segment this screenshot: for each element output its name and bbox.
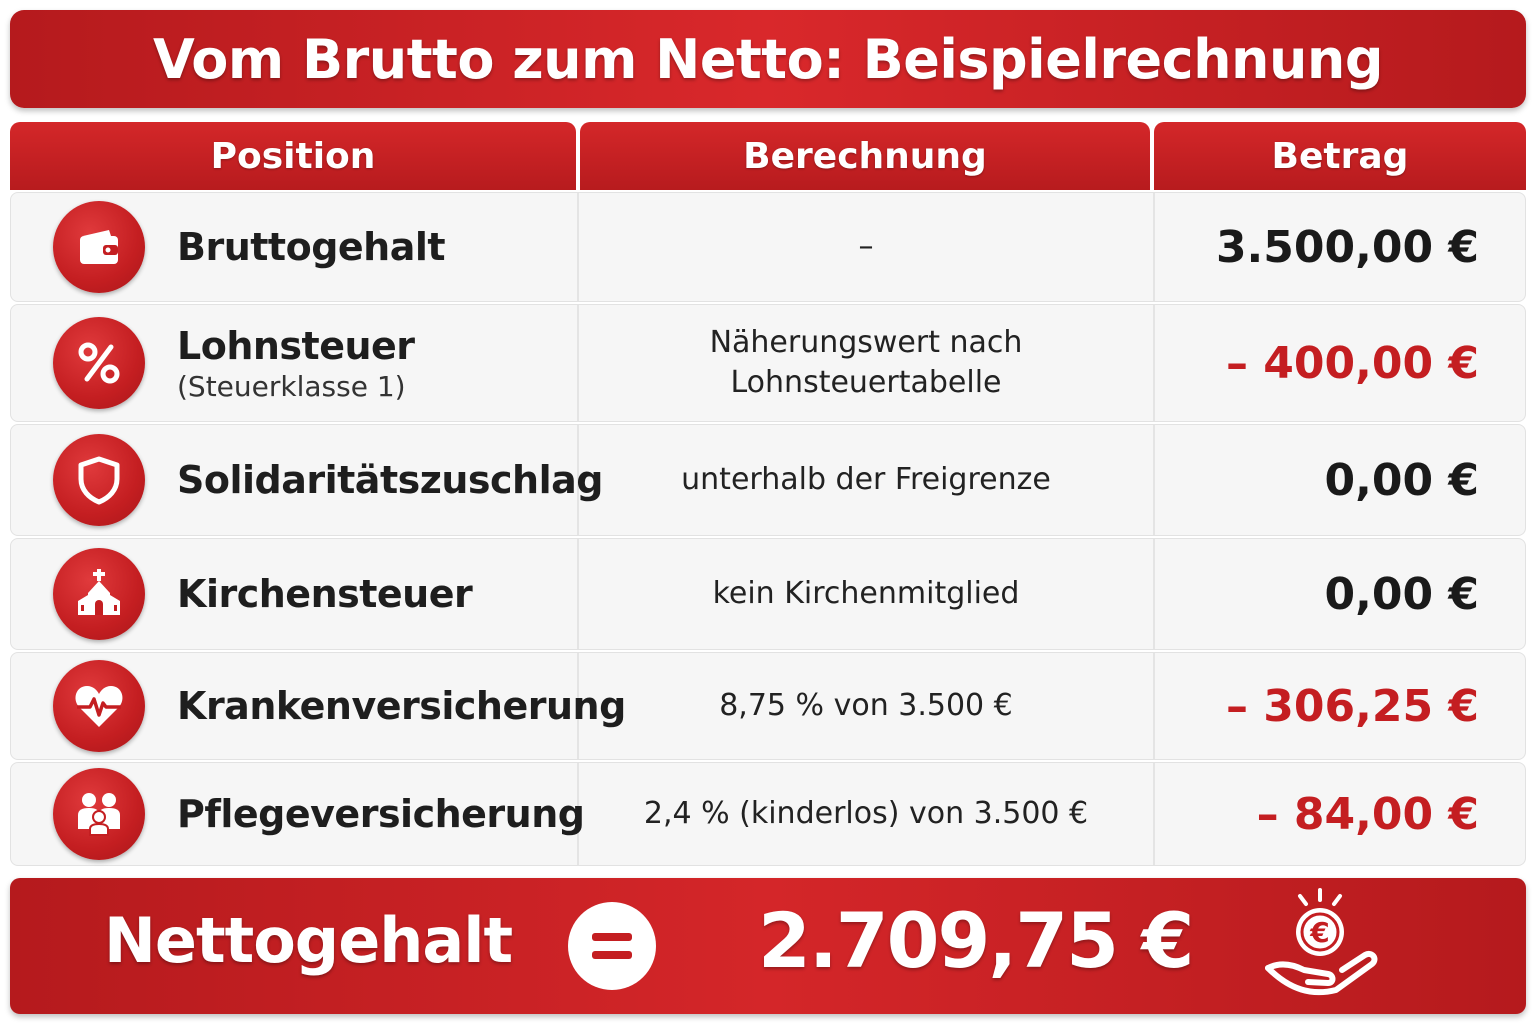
- position-cell: Lohnsteuer (Steuerklasse 1): [11, 305, 579, 421]
- position-cell: Solidaritätszuschlag: [11, 425, 603, 535]
- position-label: Bruttogehalt: [177, 225, 446, 269]
- amount-value: 0,00 €: [1324, 454, 1480, 506]
- calculation-text: Näherungswert nach Lohnsteuertabelle: [709, 324, 1023, 401]
- calculation-cell: 8,75 % von 3.500 €: [579, 653, 1155, 759]
- calculation-text: –: [858, 228, 874, 264]
- table-header: Position Berechnung Betrag: [10, 122, 1526, 190]
- equals-icon: [568, 902, 656, 990]
- church-icon: [53, 548, 145, 640]
- table-row-kirchensteuer: Kirchensteuer kein Kirchenmitglied 0,00 …: [10, 538, 1526, 650]
- calculation-text: 8,75 % von 3.500 €: [719, 687, 1013, 723]
- family-icon: [53, 768, 145, 860]
- heart-pulse-icon: [53, 660, 145, 752]
- table-row-lohnsteuer: Lohnsteuer (Steuerklasse 1) Näherungswer…: [10, 304, 1526, 422]
- net-salary-label: Nettogehalt: [104, 904, 513, 977]
- position-label: Solidaritätszuschlag: [177, 458, 603, 502]
- calculation-cell: kein Kirchenmitglied: [579, 539, 1155, 649]
- position-sublabel: (Steuerklasse 1): [177, 369, 406, 403]
- position-label: Lohnsteuer: [177, 323, 415, 368]
- amount-value: 3.500,00 €: [1215, 221, 1479, 273]
- position-label: Krankenversicherung: [177, 684, 626, 728]
- column-header-calculation: Berechnung: [580, 122, 1150, 190]
- calculation-table: Position Berechnung Betrag Bruttogehalt …: [10, 122, 1526, 866]
- title-banner: Vom Brutto zum Netto: Beispielrechnung: [10, 10, 1526, 108]
- column-header-amount: Betrag: [1154, 122, 1526, 190]
- amount-cell: 0,00 €: [1155, 539, 1525, 649]
- table-row-bruttogehalt: Bruttogehalt – 3.500,00 €: [10, 192, 1526, 302]
- column-header-position: Position: [10, 122, 576, 190]
- position-label: Kirchensteuer: [177, 572, 473, 616]
- position-label: Pflegeversicherung: [177, 792, 585, 836]
- page-title: Vom Brutto zum Netto: Beispielrechnung: [152, 27, 1384, 91]
- calculation-text: kein Kirchenmitglied: [712, 575, 1020, 611]
- svg-text:€: €: [1309, 916, 1329, 949]
- amount-value: – 400,00 €: [1225, 337, 1479, 389]
- table-row-krankenversicherung: Krankenversicherung 8,75 % von 3.500 € –…: [10, 652, 1526, 760]
- calculation-cell: 2,4 % (kinderlos) von 3.500 €: [579, 763, 1155, 865]
- net-salary-value: 2.709,75 €: [758, 896, 1194, 985]
- position-cell: Pflegeversicherung: [11, 763, 585, 865]
- percent-icon: [53, 317, 145, 409]
- shield-icon: [53, 434, 145, 526]
- amount-cell: – 400,00 €: [1155, 305, 1525, 421]
- calculation-text: 2,4 % (kinderlos) von 3.500 €: [643, 795, 1089, 831]
- position-cell: Bruttogehalt: [11, 193, 579, 301]
- amount-cell: 3.500,00 €: [1155, 193, 1525, 301]
- euro-coin-hand-icon: €: [1250, 886, 1390, 1010]
- position-cell: Krankenversicherung: [11, 653, 626, 759]
- calculation-cell: Näherungswert nach Lohnsteuertabelle: [579, 305, 1155, 421]
- table-row-solidaritaetszuschlag: Solidaritätszuschlag unterhalb der Freig…: [10, 424, 1526, 536]
- amount-cell: – 84,00 €: [1155, 763, 1525, 865]
- amount-value: 0,00 €: [1324, 568, 1480, 620]
- calculation-cell: unterhalb der Freigrenze: [579, 425, 1155, 535]
- calculation-cell: –: [579, 193, 1155, 301]
- net-salary-banner: Nettogehalt 2.709,75 € €: [10, 878, 1526, 1014]
- amount-value: – 306,25 €: [1225, 680, 1479, 732]
- amount-cell: – 306,25 €: [1155, 653, 1525, 759]
- amount-value: – 84,00 €: [1256, 788, 1479, 840]
- amount-cell: 0,00 €: [1155, 425, 1525, 535]
- wallet-icon: [53, 201, 145, 293]
- position-cell: Kirchensteuer: [11, 539, 579, 649]
- table-row-pflegeversicherung: Pflegeversicherung 2,4 % (kinderlos) von…: [10, 762, 1526, 866]
- calculation-text: unterhalb der Freigrenze: [681, 461, 1051, 497]
